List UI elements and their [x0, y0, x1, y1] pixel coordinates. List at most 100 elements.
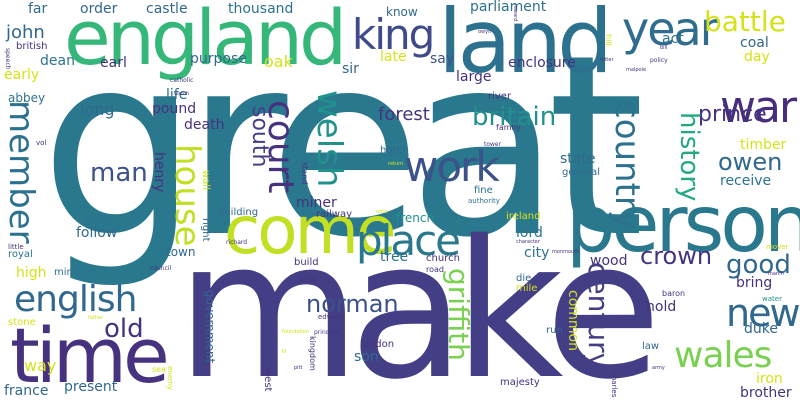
word-water: water: [762, 295, 782, 303]
word-say: say: [430, 51, 455, 67]
word-good: good: [726, 250, 791, 280]
word-tower: tower: [484, 141, 502, 148]
word-henry: henry: [151, 152, 167, 193]
word-place: place: [356, 216, 461, 265]
word-government: government: [203, 290, 217, 364]
word-fine: fine: [474, 185, 493, 196]
word-english: english: [14, 279, 137, 320]
word-state: state: [560, 151, 596, 167]
word-duke: duke: [744, 321, 778, 337]
word-mile: mile: [516, 283, 538, 294]
word-son: son: [354, 349, 379, 365]
word-come: come: [224, 192, 397, 269]
word-large: large: [456, 69, 492, 85]
word-man: man: [90, 158, 148, 188]
word-army: charles: [610, 372, 618, 398]
word-work: work: [404, 142, 500, 191]
word-city: city: [524, 245, 550, 261]
word-stand: stand: [300, 162, 309, 185]
word-character: character: [516, 239, 540, 245]
word-reward: reward: [512, 4, 518, 22]
word-high: high: [16, 265, 47, 281]
word-new: new: [726, 291, 800, 335]
word-battle: battle: [704, 5, 786, 38]
word-hotel: hotel: [380, 145, 406, 156]
word-bill: note: [376, 209, 388, 215]
word-kingdom: kingdom: [308, 336, 317, 371]
word-die: die: [516, 273, 532, 284]
word-royal: royal: [8, 249, 33, 260]
word-receive: receive: [720, 173, 772, 189]
word-oak: oak: [264, 52, 293, 71]
word-know: know: [386, 5, 418, 19]
word-tree: tree: [380, 249, 409, 265]
word-sir: sir: [342, 61, 359, 77]
word-crown: crown: [640, 242, 713, 270]
word-great: great: [40, 1, 645, 292]
word-early: early: [4, 67, 40, 83]
word-hill: hill: [604, 34, 613, 46]
word-abbey: abbey: [8, 91, 46, 105]
word-iron: iron: [756, 371, 783, 387]
word-majesty: majesty: [500, 377, 540, 388]
word-land: land: [438, 0, 613, 93]
word-far: far: [28, 1, 48, 17]
word-little: little: [8, 243, 24, 251]
word-thousand: thousand: [228, 1, 294, 17]
word-earl: earl: [100, 55, 127, 71]
word-road: road: [426, 265, 444, 274]
word-miner: miner: [296, 195, 337, 211]
word-french: french: [396, 211, 435, 225]
word-year: year: [622, 2, 719, 56]
word-century: century: [582, 262, 615, 370]
word-speech: speech: [4, 48, 11, 70]
word-welsh: welsh: [309, 90, 349, 188]
word-way: way: [24, 356, 57, 375]
word-law: law: [642, 341, 660, 352]
word-building: building: [218, 207, 259, 218]
word-catholic: catholic: [170, 77, 194, 84]
word-malpole: malpole: [626, 67, 647, 73]
word-present: present: [64, 379, 118, 395]
word-prince: prince: [698, 102, 767, 127]
word-britain: britain: [472, 102, 557, 132]
word-london: london: [360, 339, 395, 350]
word-bring: bring: [736, 275, 773, 291]
word-history: history: [674, 112, 704, 202]
word-war: war: [720, 82, 797, 133]
word-enclosure: enclosure: [508, 55, 576, 71]
word-council: council: [150, 265, 172, 272]
word-norman: norman: [306, 290, 399, 318]
word-church: church: [426, 253, 460, 264]
word-king: king: [352, 10, 435, 59]
word-griffith: griffith: [442, 268, 475, 361]
word-common: common: [565, 290, 581, 351]
word-river: river: [488, 91, 512, 102]
word-south: south: [247, 106, 272, 168]
word-stone: stone: [8, 317, 36, 328]
word-george: father: [88, 315, 104, 321]
word-family: family: [496, 123, 521, 132]
word-princess: princess: [314, 329, 339, 336]
word-policy: policy: [650, 57, 668, 64]
word-baron: baron: [662, 289, 686, 298]
word-run: run: [546, 325, 563, 336]
word-late: late: [380, 49, 407, 65]
word-wales: wales: [674, 335, 772, 376]
word-england: england: [64, 0, 347, 82]
word-pound: pound: [152, 101, 197, 117]
word-coal: coal: [740, 35, 769, 51]
word-member: member: [1, 100, 41, 244]
word-right: right: [200, 218, 211, 242]
word-edward: edward: [318, 313, 344, 321]
word-pitt: owyn: [478, 29, 492, 35]
word-purpose: purpose: [190, 51, 247, 67]
word-railway: railway: [316, 209, 353, 220]
word-follow: follow: [76, 225, 118, 241]
word-letter: letter: [600, 57, 614, 63]
word-owyn: watch: [174, 91, 190, 97]
word-wall: wall: [200, 170, 211, 190]
word-father: foundation: [282, 329, 309, 335]
word-west: west: [262, 368, 273, 392]
